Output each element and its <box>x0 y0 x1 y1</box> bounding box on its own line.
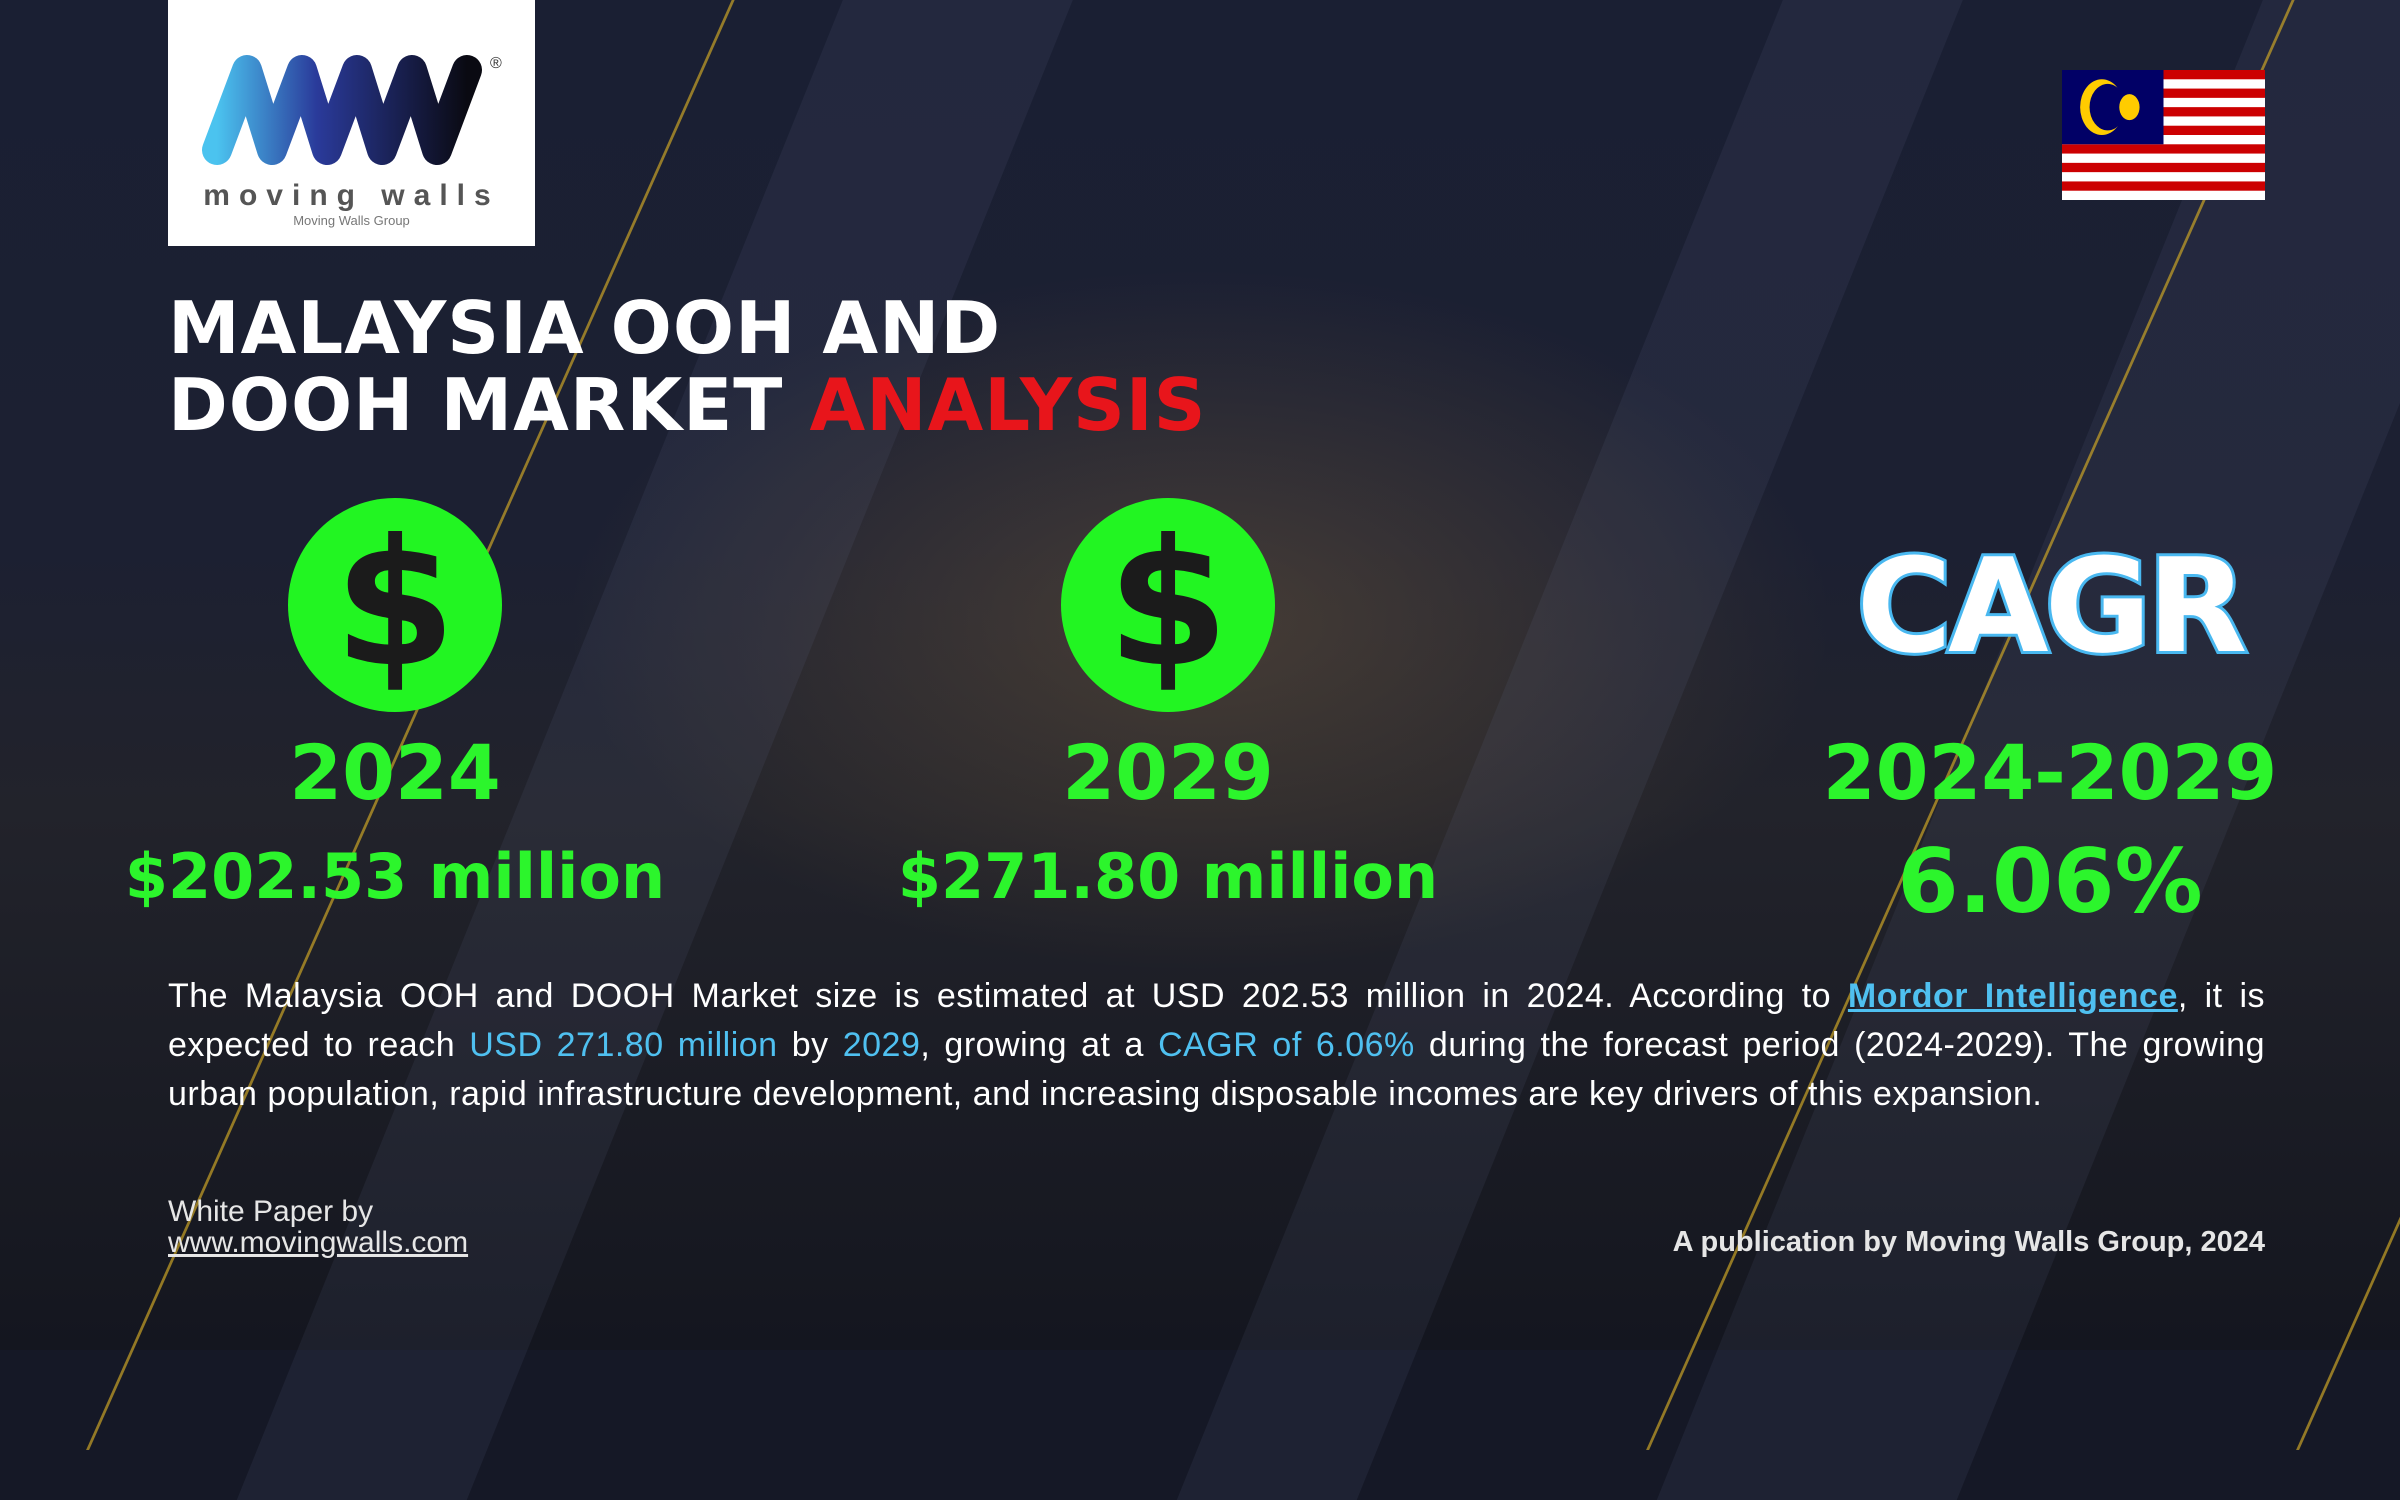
logo-group: Moving Walls Group <box>293 213 410 228</box>
text: The Malaysia OOH and DOOH Market size is… <box>168 977 1848 1015</box>
stat-year-2029: 2029 <box>1062 728 1274 817</box>
cagr-value: 6.06% <box>1897 830 2203 933</box>
publication-credit: A publication by Moving Walls Group, 202… <box>1672 1226 2265 1258</box>
website-link[interactable]: www.movingwalls.com <box>168 1226 469 1259</box>
malaysia-flag-icon <box>2062 70 2265 200</box>
summary-paragraph: The Malaysia OOH and DOOH Market size is… <box>168 972 2265 1119</box>
stat-year-2024: 2024 <box>289 728 501 817</box>
text: , it is expected to reach <box>168 977 2265 1064</box>
moving-walls-logo: ® moving walls Moving Walls Group <box>168 0 535 246</box>
cagr-label: CAGR <box>1854 527 2251 685</box>
highlight: CAGR of 6.06% <box>1158 1026 1415 1064</box>
title-highlight: ANALYSIS <box>809 363 1207 447</box>
dollar-icon: $ <box>1061 498 1275 712</box>
white-paper-label: White Paper by <box>168 1195 374 1228</box>
stat-value-2029: $271.80 million <box>897 840 1439 913</box>
cagr-period: 2024-2029 <box>1822 728 2278 817</box>
mw-logo-icon: ® <box>201 55 502 165</box>
highlight: USD 271.80 million <box>469 1026 778 1064</box>
page-title: MALAYSIA OOH AND DOOH MARKET ANALYSIS <box>168 290 1207 444</box>
text: during the forecast period (2024-2029). … <box>168 1026 2266 1113</box>
mordor-intelligence-link[interactable]: Mordor Intelligence <box>1847 977 2178 1015</box>
stat-value-2024: $202.53 million <box>124 840 666 913</box>
text: by <box>777 1026 843 1064</box>
title-line-2: DOOH MARKET <box>168 363 784 447</box>
dollar-icon: $ <box>288 498 502 712</box>
svg-text:®: ® <box>490 55 502 72</box>
white-paper-credit: White Paper by www.movingwalls.com <box>168 1196 468 1258</box>
title-line-1: MALAYSIA OOH AND <box>168 286 1002 370</box>
logo-wordmark: moving walls <box>203 179 500 212</box>
highlight: 2029 <box>842 1026 921 1064</box>
text: , growing at a <box>920 1026 1159 1064</box>
